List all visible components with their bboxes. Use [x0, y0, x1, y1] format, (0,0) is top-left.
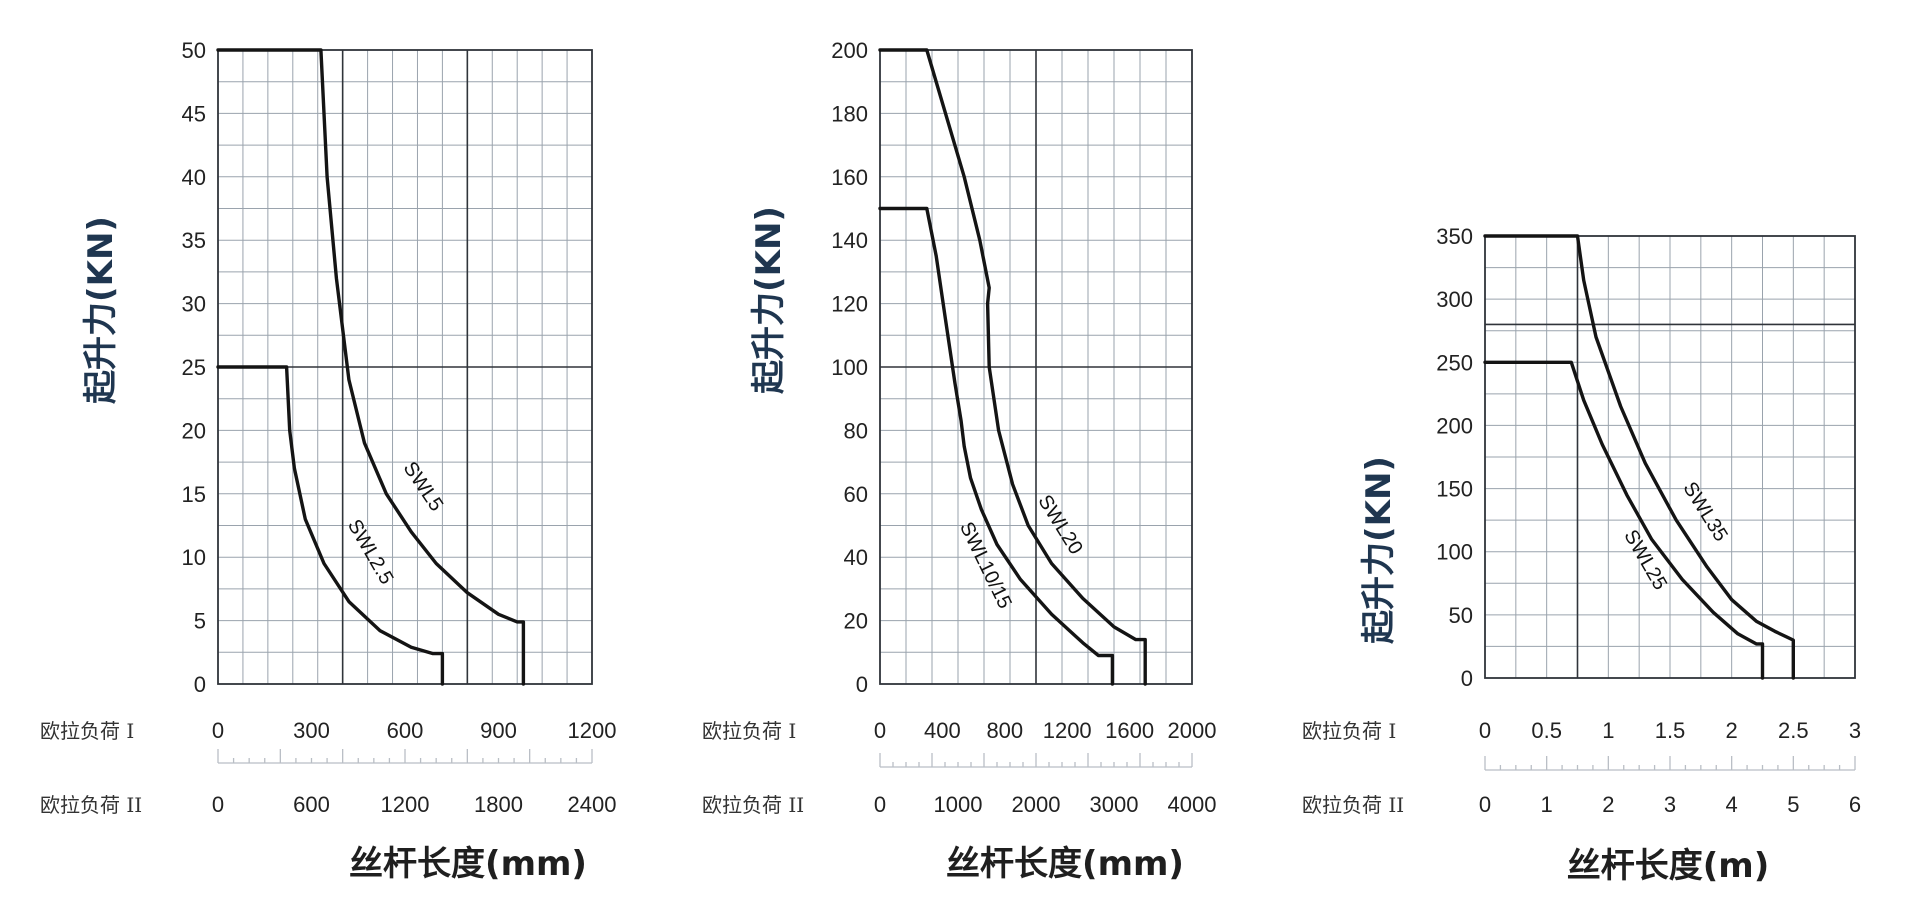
series-label: SWL2.5	[343, 516, 398, 589]
euler-load-II-label: 欧拉负荷 II	[40, 793, 142, 817]
x-tick-label-II: 5	[1787, 792, 1799, 817]
y-tick-label: 350	[1436, 224, 1473, 249]
euler-load-I-label: 欧拉负荷 I	[702, 719, 796, 743]
x-tick-label-II: 2400	[568, 792, 617, 817]
grid	[879, 49, 1193, 685]
plot-border	[1484, 235, 1856, 679]
chart-panel-2: 0 20 40 60 80 100 120 140 160 180 200 起升力(KN) 欧拉负荷 I…	[702, 38, 1216, 884]
y-axis-label: 起升力(KN)	[1359, 456, 1399, 644]
x-tick-label-I: 1600	[1105, 718, 1154, 743]
x-tick-label-II: 2	[1602, 792, 1614, 817]
y-axis-label: 起升力(KN)	[749, 206, 789, 394]
x-axis-label: 丝杆长度(m)	[1567, 846, 1770, 886]
series-line-swl2-5	[216, 365, 445, 686]
x-tick-label-II: 0	[874, 792, 886, 817]
chart-panel-1: 0 5 10 15 20 25 30 35 40 45 50 起升力(KN) 欧拉负荷 I 0 300 600…	[40, 38, 616, 884]
dual-scale-bar	[1484, 756, 1856, 771]
x-tick-label-II: 4	[1726, 792, 1738, 817]
x-tick-label-II: 4000	[1168, 792, 1217, 817]
x-tick-label-I: 800	[986, 718, 1023, 743]
y-tick-label: 40	[182, 165, 206, 190]
plot-border	[879, 49, 1193, 685]
x-tick-label-I: 3	[1849, 718, 1861, 743]
euler-load-II-label: 欧拉负荷 II	[1302, 793, 1404, 817]
y-tick-label: 50	[1449, 603, 1473, 628]
x-tick-label-I: 2	[1726, 718, 1738, 743]
y-tick-label: 50	[182, 38, 206, 63]
x-tick-label-I: 400	[924, 718, 961, 743]
series-line-swl10-15	[878, 206, 1115, 686]
x-tick-label-I: 900	[480, 718, 517, 743]
series-line-swl5	[216, 48, 526, 686]
x-tick-label-I: 300	[293, 718, 330, 743]
series-line-swl35	[1483, 234, 1795, 680]
euler-load-I-label: 欧拉负荷 I	[1302, 719, 1396, 743]
y-tick-label: 200	[1436, 413, 1473, 438]
series-line-swl25	[1483, 360, 1765, 680]
y-tick-label: 45	[182, 101, 206, 126]
x-tick-label-I: 1	[1602, 718, 1614, 743]
x-tick-label-II: 1800	[474, 792, 523, 817]
x-tick-label-I: 1.5	[1655, 718, 1686, 743]
x-axis-label: 丝杆长度(mm)	[946, 844, 1184, 884]
x-tick-label-I: 0	[874, 718, 886, 743]
y-tick-label: 60	[844, 482, 868, 507]
x-tick-label-I: 1200	[1043, 718, 1092, 743]
y-tick-label: 250	[1436, 350, 1473, 375]
x-tick-label-II: 2000	[1012, 792, 1061, 817]
y-tick-label: 25	[182, 355, 206, 380]
y-tick-label: 0	[856, 672, 868, 697]
y-tick-label: 20	[182, 418, 206, 443]
y-tick-label: 15	[182, 482, 206, 507]
x-tick-label-II: 0	[1479, 792, 1491, 817]
x-tick-label-I: 2.5	[1778, 718, 1809, 743]
x-tick-label-II: 0	[212, 792, 224, 817]
y-tick-label: 150	[1436, 477, 1473, 502]
x-axis-label: 丝杆长度(mm)	[349, 844, 587, 884]
x-tick-label-II: 600	[293, 792, 330, 817]
x-tick-label-I: 2000	[1168, 718, 1217, 743]
y-tick-label: 100	[1436, 540, 1473, 565]
x-tick-label-II: 1000	[934, 792, 983, 817]
y-tick-label: 200	[831, 38, 868, 63]
x-tick-label-I: 0.5	[1531, 718, 1562, 743]
x-tick-label-I: 1200	[568, 718, 617, 743]
y-tick-label: 20	[844, 609, 868, 634]
x-tick-label-II: 3000	[1090, 792, 1139, 817]
euler-load-II-label: 欧拉负荷 II	[702, 793, 804, 817]
grid	[217, 49, 593, 685]
y-tick-label: 300	[1436, 287, 1473, 312]
x-tick-label-I: 0	[1479, 718, 1491, 743]
y-tick-label: 40	[844, 545, 868, 570]
x-tick-label-II: 1200	[381, 792, 430, 817]
x-tick-label-II: 1	[1541, 792, 1553, 817]
y-tick-label: 35	[182, 228, 206, 253]
y-tick-label: 0	[1461, 666, 1473, 691]
x-tick-label-II: 3	[1664, 792, 1676, 817]
y-tick-label: 120	[831, 292, 868, 317]
y-tick-label: 5	[194, 609, 206, 634]
x-tick-label-II: 6	[1849, 792, 1861, 817]
dual-scale-bar	[217, 749, 593, 764]
y-tick-label: 180	[831, 101, 868, 126]
series-label: SWL10/15	[955, 519, 1016, 613]
y-tick-label: 100	[831, 355, 868, 380]
y-tick-label: 0	[194, 672, 206, 697]
y-tick-label: 140	[831, 228, 868, 253]
grid	[1484, 235, 1856, 679]
y-tick-label: 80	[844, 418, 868, 443]
x-tick-label-I: 600	[387, 718, 424, 743]
series-line-swl20	[878, 48, 1147, 686]
y-tick-label: 160	[831, 165, 868, 190]
dual-scale-bar	[879, 753, 1193, 768]
x-tick-label-I: 0	[212, 718, 224, 743]
y-tick-label: 10	[182, 545, 206, 570]
euler-load-I-label: 欧拉负荷 I	[40, 719, 134, 743]
y-axis-label: 起升力(KN)	[81, 216, 121, 404]
series-label: SWL5	[399, 458, 448, 515]
y-tick-label: 30	[182, 292, 206, 317]
